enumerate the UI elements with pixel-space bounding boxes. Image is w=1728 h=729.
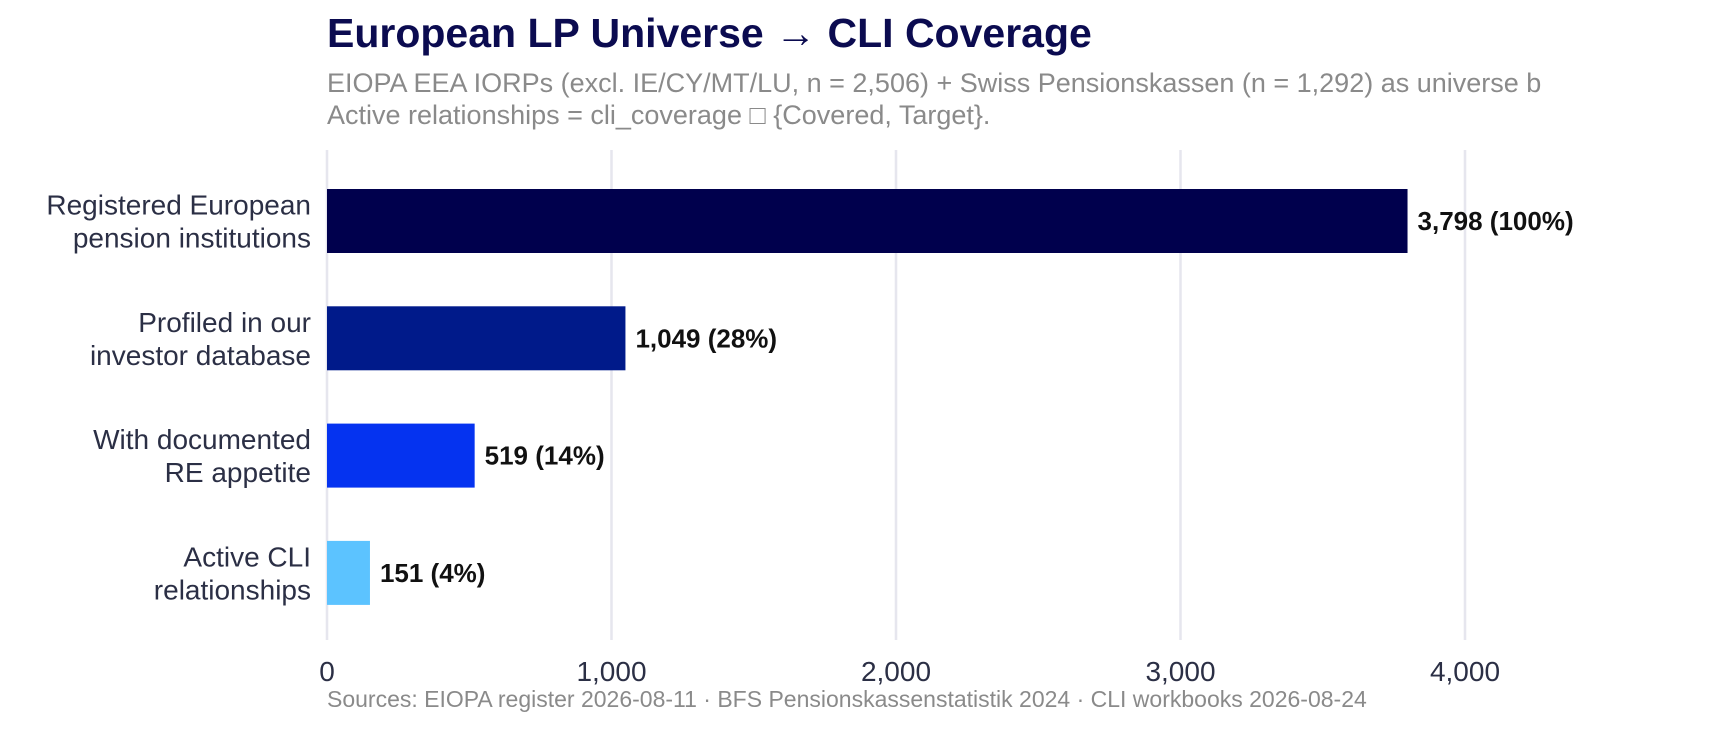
chart-subtitle-line-2: Active relationships = cli_coverage □ {C… bbox=[327, 100, 991, 130]
bar bbox=[327, 306, 626, 371]
data-label: 519 (14%) bbox=[485, 441, 605, 471]
data-label: 151 (4%) bbox=[380, 558, 486, 588]
category-label: pension institutions bbox=[73, 223, 311, 254]
x-tick-label: 2,000 bbox=[861, 656, 931, 687]
category-label: investor database bbox=[90, 340, 311, 371]
bar bbox=[327, 540, 370, 605]
chart-caption: Sources: EIOPA register 2026-08-11 · BFS… bbox=[327, 686, 1367, 712]
data-label: 3,798 (100%) bbox=[1418, 206, 1574, 236]
x-tick-label: 1,000 bbox=[576, 656, 646, 687]
chart-subtitle-line-1: EIOPA EEA IORPs (excl. IE/CY/MT/LU, n = … bbox=[327, 68, 1542, 98]
category-label: With documented bbox=[93, 424, 311, 455]
x-tick-label: 3,000 bbox=[1145, 656, 1215, 687]
bar bbox=[327, 423, 475, 488]
category-label: Profiled in our bbox=[138, 307, 311, 338]
category-label: relationships bbox=[154, 574, 311, 605]
category-label: Registered European bbox=[46, 190, 311, 221]
bar bbox=[327, 189, 1408, 253]
chart-subtitle: EIOPA EEA IORPs (excl. IE/CY/MT/LU, n = … bbox=[327, 67, 1541, 131]
category-label: Active CLI bbox=[183, 541, 311, 572]
chart-title: European LP Universe → CLI Coverage bbox=[327, 10, 1092, 56]
data-label: 1,049 (28%) bbox=[635, 323, 777, 353]
category-label: RE appetite bbox=[165, 457, 311, 488]
x-tick-label: 4,000 bbox=[1430, 656, 1500, 687]
x-tick-label: 0 bbox=[319, 656, 335, 687]
